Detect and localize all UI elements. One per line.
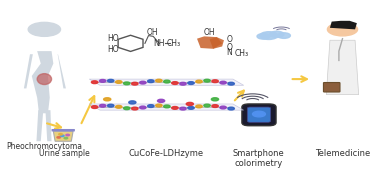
Text: Telemedicine: Telemedicine [315,149,370,158]
Text: O: O [226,43,232,52]
Polygon shape [89,79,244,85]
Circle shape [196,80,202,83]
Text: Pheochromocytoma: Pheochromocytoma [6,142,82,151]
Circle shape [132,82,138,85]
Circle shape [188,107,194,109]
Circle shape [156,104,162,107]
Circle shape [116,81,122,83]
Circle shape [129,101,136,104]
Circle shape [139,106,146,109]
Circle shape [57,137,60,138]
Circle shape [59,134,62,135]
FancyBboxPatch shape [242,104,276,126]
Circle shape [212,105,218,107]
Circle shape [99,80,106,82]
Circle shape [124,82,130,85]
FancyBboxPatch shape [51,129,75,131]
Polygon shape [326,40,359,95]
Polygon shape [45,110,51,141]
Circle shape [156,79,162,82]
Circle shape [124,107,130,110]
Circle shape [186,102,194,106]
Circle shape [91,106,98,108]
Text: Urine sample: Urine sample [39,149,90,158]
Circle shape [327,23,358,36]
Circle shape [132,107,138,110]
Circle shape [220,106,226,109]
Circle shape [91,81,98,84]
Circle shape [116,106,122,108]
Text: OH: OH [204,28,215,37]
Polygon shape [209,37,224,49]
Circle shape [188,82,194,84]
Circle shape [228,82,234,85]
Ellipse shape [37,74,51,84]
Text: CuCoFe-LDHzyme: CuCoFe-LDHzyme [129,149,204,158]
Circle shape [99,104,106,107]
Text: CH₃: CH₃ [167,39,181,48]
Circle shape [196,105,202,108]
Polygon shape [53,131,73,141]
Circle shape [172,82,178,84]
Circle shape [139,81,146,84]
Circle shape [270,31,284,37]
Text: HO: HO [107,34,118,43]
Circle shape [220,81,226,84]
Circle shape [260,32,278,40]
Text: NH: NH [153,39,165,48]
Text: OH: OH [146,28,158,37]
Circle shape [204,104,210,107]
Circle shape [211,98,218,101]
Polygon shape [24,54,33,88]
Circle shape [148,80,154,83]
Circle shape [164,105,170,108]
Circle shape [257,34,270,39]
Text: O: O [226,35,232,44]
Circle shape [253,111,265,117]
Circle shape [228,107,234,110]
Circle shape [107,79,114,82]
Text: N: N [226,48,232,57]
Polygon shape [89,104,244,110]
Polygon shape [58,54,66,88]
Polygon shape [197,36,222,49]
Polygon shape [36,110,43,141]
Circle shape [60,135,64,137]
Circle shape [107,104,114,107]
Circle shape [204,79,210,82]
Circle shape [277,33,290,38]
Circle shape [28,22,60,36]
Circle shape [172,107,178,109]
Circle shape [66,134,70,136]
Circle shape [212,80,218,83]
Text: Smartphone
colorimetry: Smartphone colorimetry [233,149,285,168]
Circle shape [104,98,111,101]
Polygon shape [332,42,353,71]
Text: HO: HO [107,45,118,54]
Circle shape [64,137,68,139]
Polygon shape [330,21,357,29]
Circle shape [158,99,165,102]
Circle shape [164,80,170,83]
FancyBboxPatch shape [247,107,271,122]
Circle shape [148,105,154,107]
Polygon shape [32,51,53,113]
Circle shape [180,107,186,110]
Text: CH₃: CH₃ [235,49,249,58]
FancyBboxPatch shape [324,83,340,92]
Circle shape [180,82,186,85]
